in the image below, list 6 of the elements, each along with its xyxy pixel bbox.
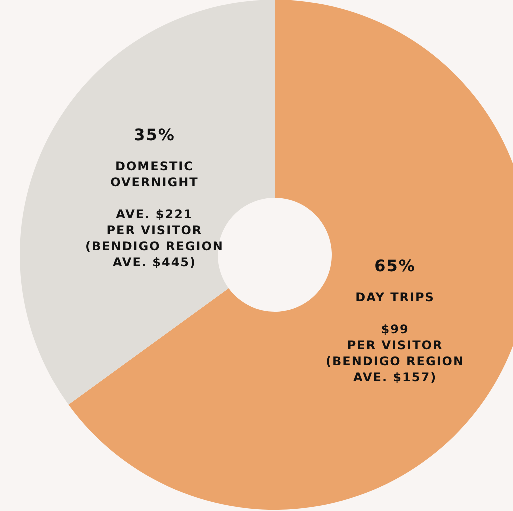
slice-label: DOMESTIC OVERNIGHT — [110, 160, 199, 190]
slice-label: DAY TRIPS — [356, 290, 435, 304]
data-label: 65% — [374, 256, 416, 276]
text: $99 PER VISITOR (BENDIGO REGION AVE. $157) — [326, 322, 465, 384]
data-label: 35% — [134, 126, 176, 145]
text: AVE. $221 PER VISITOR (BENDIGO REGION AVE. $445) — [85, 208, 224, 270]
